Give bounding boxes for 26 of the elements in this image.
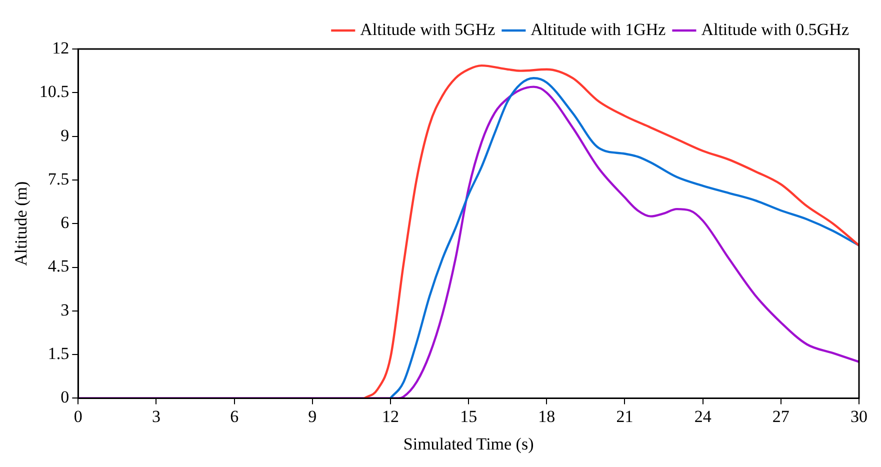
x-tick-label: 15 xyxy=(460,406,478,426)
legend-label: Altitude with 0.5GHz xyxy=(701,20,850,39)
x-tick-label: 6 xyxy=(230,406,239,426)
x-tick-label: 18 xyxy=(538,406,556,426)
y-tick-label: 4.5 xyxy=(48,256,70,276)
x-tick-label: 9 xyxy=(308,406,317,426)
y-tick-label: 0 xyxy=(60,388,70,407)
x-tick-label: 0 xyxy=(74,406,82,426)
x-tick-label: 30 xyxy=(850,406,868,426)
legend-label: Altitude with 1GHz xyxy=(530,20,666,39)
x-axis-title: Simulated Time (s) xyxy=(403,434,534,454)
line-series xyxy=(78,86,859,398)
x-tick-label: 12 xyxy=(382,406,399,426)
x-tick-label: 21 xyxy=(616,406,634,426)
y-tick-label: 9 xyxy=(60,126,70,145)
x-tick-label: 3 xyxy=(152,406,160,426)
y-tick-label: 10.5 xyxy=(39,82,70,102)
y-tick-label: 12 xyxy=(52,38,70,58)
legend-label: Altitude with 5GHz xyxy=(360,20,496,39)
x-tick-label: 27 xyxy=(772,406,790,426)
x-tick-label: 24 xyxy=(694,406,712,426)
y-axis-title: Altitude (m) xyxy=(12,181,31,266)
y-tick-label: 7.5 xyxy=(48,169,70,188)
y-tick-label: 1.5 xyxy=(48,344,70,364)
y-tick-label: 6 xyxy=(60,213,70,232)
y-tick-label: 3 xyxy=(60,300,70,320)
